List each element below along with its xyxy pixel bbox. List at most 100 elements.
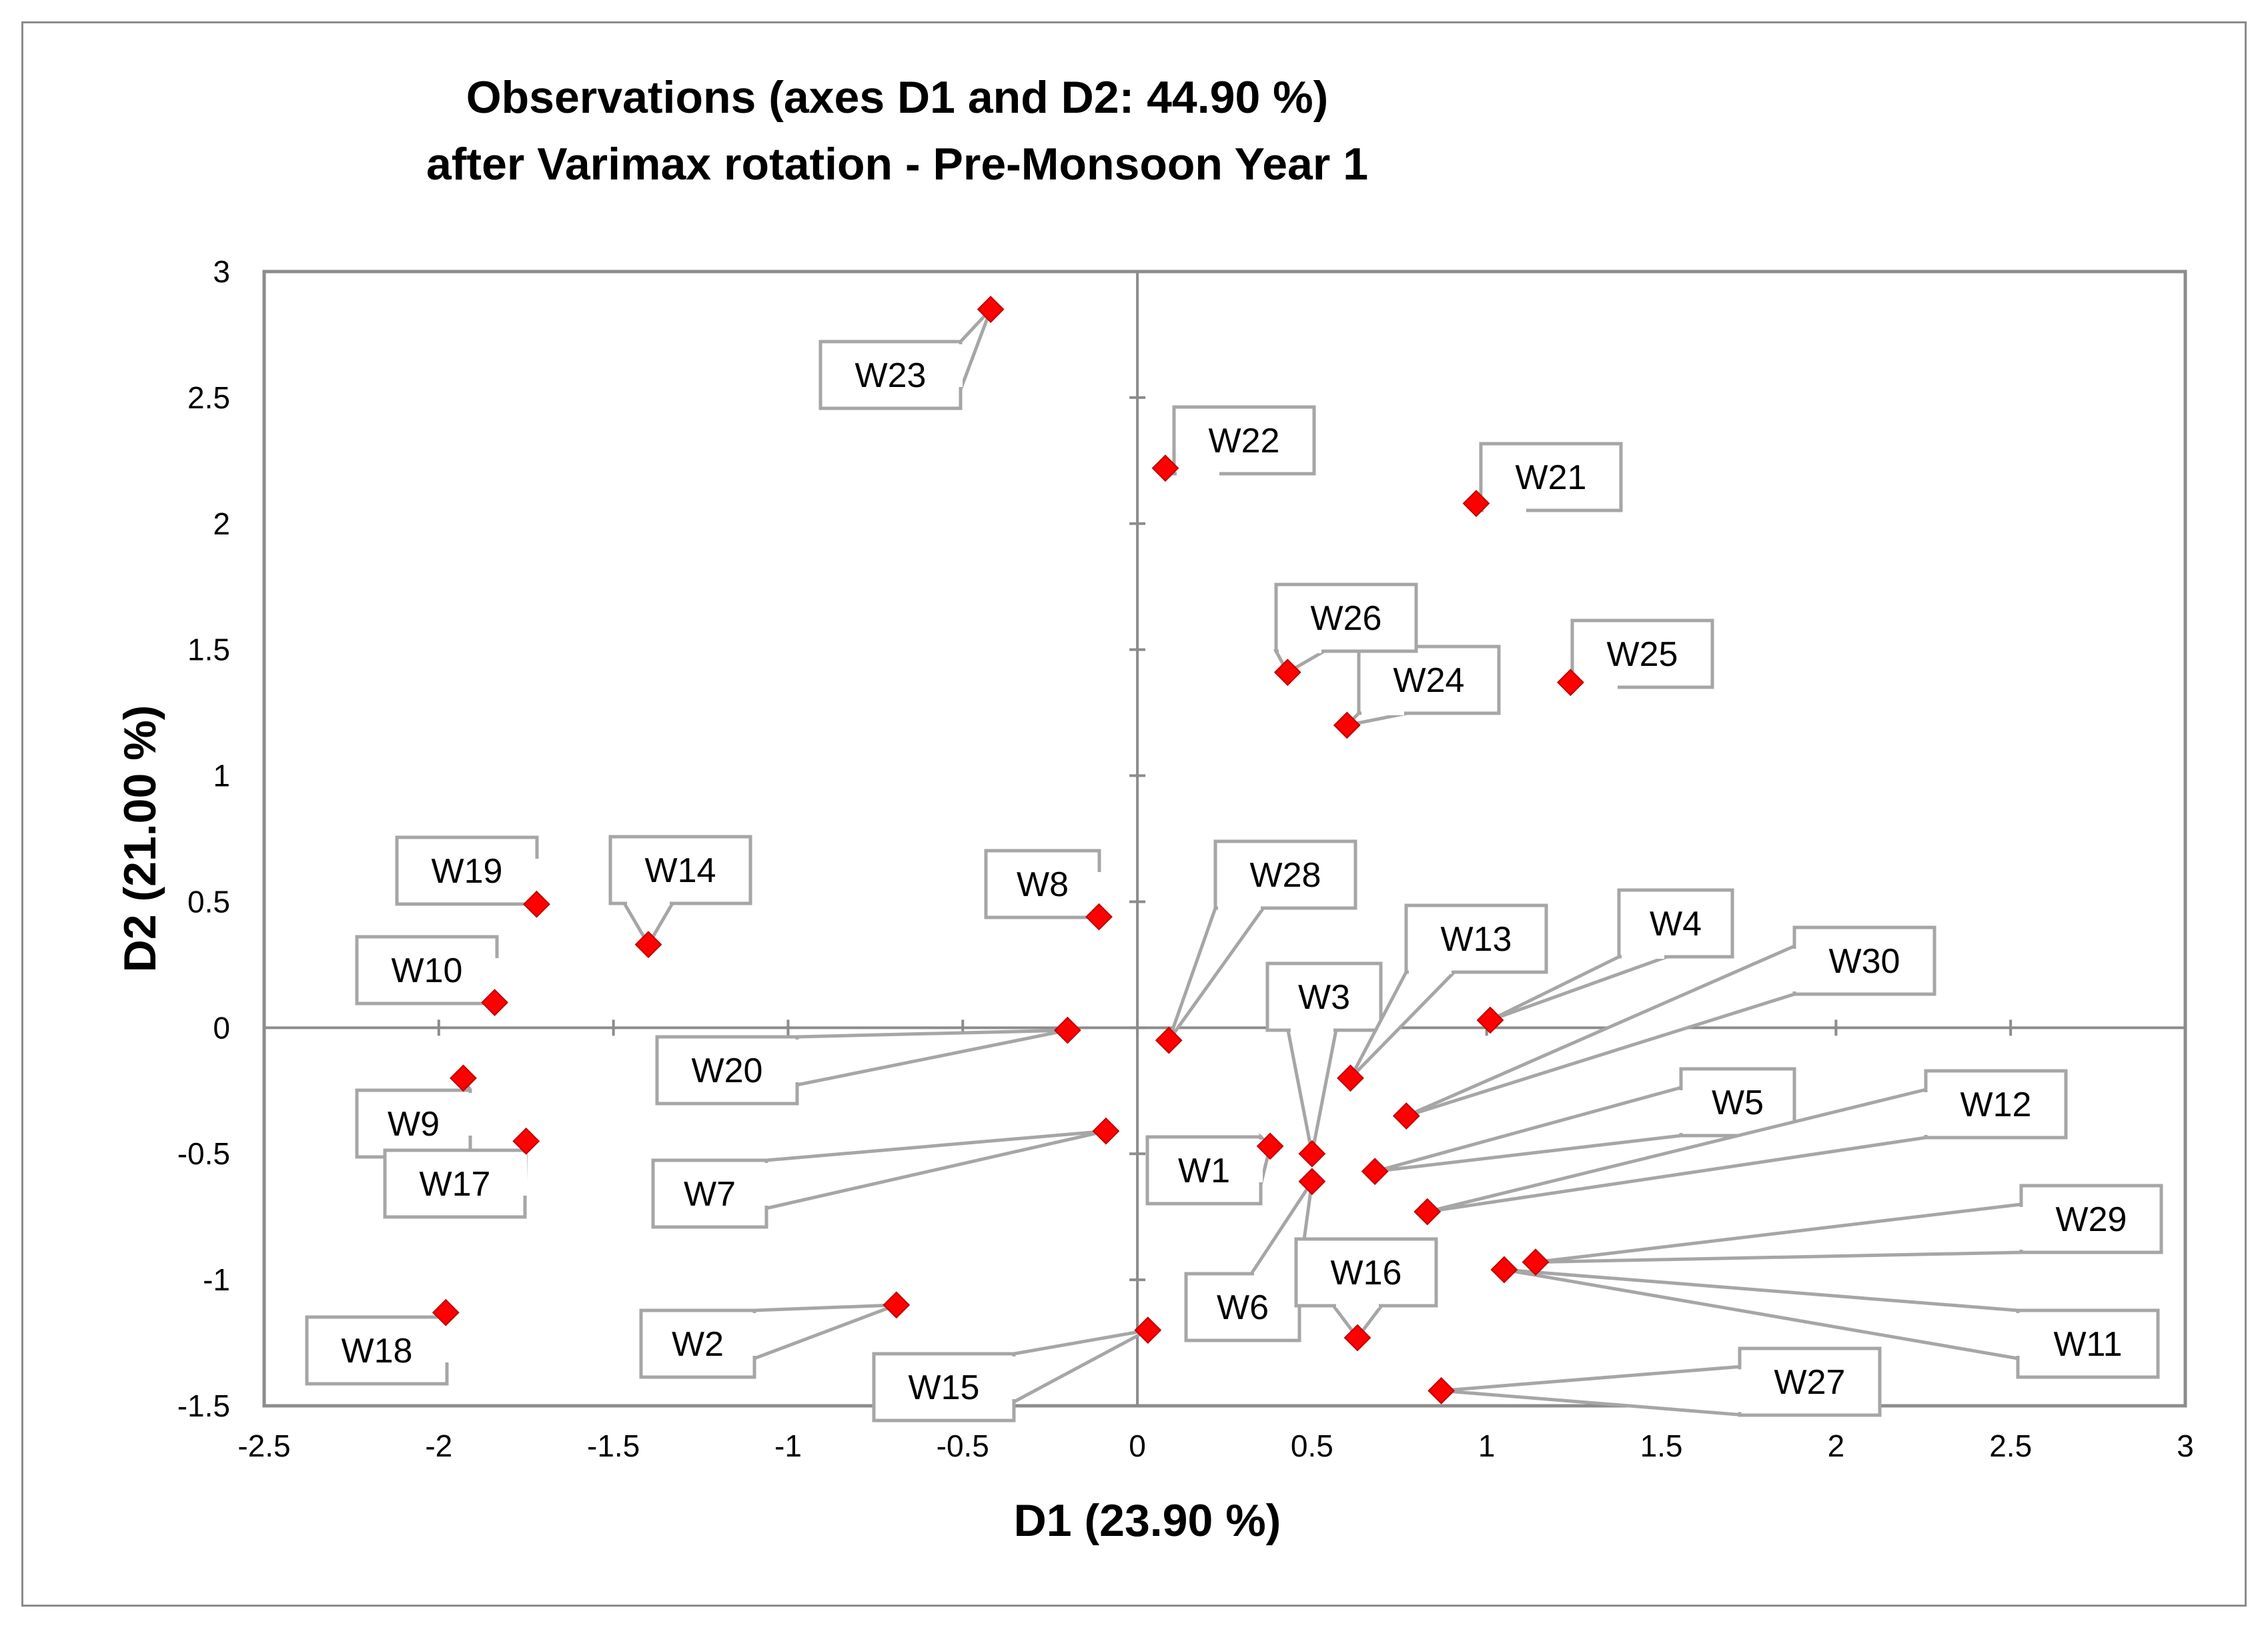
x-tick-label: 3 xyxy=(2177,1429,2194,1463)
data-point-marker[interactable] xyxy=(1155,1026,1183,1054)
data-point-marker[interactable] xyxy=(977,296,1005,324)
scatter-chart: Observations (axes D1 and D2: 44.90 %) a… xyxy=(115,72,2194,1546)
label-box xyxy=(1274,582,1418,653)
chart-frame: Observations (axes D1 and D2: 44.90 %) a… xyxy=(21,21,2247,1607)
y-tick-label: 2 xyxy=(213,506,230,541)
data-point-marker[interactable] xyxy=(1273,659,1301,687)
label-seam xyxy=(1290,1028,1333,1032)
label-seam xyxy=(752,1313,756,1356)
y-axis-title: D2 (21.00 %) xyxy=(115,705,165,973)
label-box xyxy=(1570,619,1714,689)
data-point-marker[interactable] xyxy=(1490,1256,1518,1284)
y-tick-label: -1.5 xyxy=(177,1388,230,1423)
point-label: W8 xyxy=(1017,865,1069,904)
data-point-marker[interactable] xyxy=(1298,1140,1326,1168)
data-point-marker[interactable] xyxy=(481,989,509,1016)
point-label: W13 xyxy=(1441,920,1512,959)
data-point-marker[interactable] xyxy=(1256,1132,1284,1160)
label-box xyxy=(1404,903,1548,974)
data-point-marker[interactable] xyxy=(523,890,550,918)
point-label: W19 xyxy=(432,852,503,891)
data-point-marker[interactable] xyxy=(1413,1198,1442,1226)
label-seam xyxy=(535,859,539,901)
x-tick-label: -0.5 xyxy=(937,1429,989,1463)
data-point-marker[interactable] xyxy=(1337,1064,1364,1092)
point-label: W28 xyxy=(1250,856,1321,895)
data-point-marker[interactable] xyxy=(1134,1316,1162,1344)
y-tick-label: -0.5 xyxy=(177,1136,230,1171)
x-tick-label: 1.5 xyxy=(1640,1429,1683,1463)
point-label: W24 xyxy=(1393,661,1465,700)
label-box xyxy=(1172,405,1316,476)
data-point-marker[interactable] xyxy=(634,931,662,959)
label-seam xyxy=(627,901,670,905)
label-seam xyxy=(1097,872,1101,915)
data-point-marker[interactable] xyxy=(1556,669,1584,697)
label-box xyxy=(1213,839,1357,910)
x-tick-label: 2 xyxy=(1828,1429,1845,1463)
x-tick-label: 0.5 xyxy=(1291,1429,1333,1463)
data-point-marker[interactable] xyxy=(1085,903,1113,931)
data-point-marker[interactable] xyxy=(883,1291,911,1319)
y-tick-label: 3 xyxy=(213,254,230,289)
point-label: W6 xyxy=(1217,1288,1269,1327)
label-box xyxy=(872,1352,1016,1422)
point-label: W30 xyxy=(1829,942,1900,981)
point-label: W9 xyxy=(388,1105,440,1144)
label-box xyxy=(639,1308,756,1379)
data-point-marker[interactable] xyxy=(1298,1168,1326,1196)
chart-subtitle: after Varimax rotation - Pre-Monsoon Yea… xyxy=(426,139,1368,189)
data-point-marker[interactable] xyxy=(450,1064,477,1092)
data-point-marker[interactable] xyxy=(1428,1376,1456,1404)
data-point-marker[interactable] xyxy=(512,1127,540,1155)
data-point-marker[interactable] xyxy=(1053,1016,1081,1044)
data-point-marker[interactable] xyxy=(432,1298,460,1326)
y-tick-label: 1.5 xyxy=(187,633,230,667)
label-seam xyxy=(2019,1207,2023,1250)
label-box xyxy=(1294,1237,1438,1308)
label-seam xyxy=(468,1093,472,1136)
label-seam xyxy=(764,1163,768,1206)
label-box xyxy=(1679,1067,1796,1138)
data-point-marker[interactable] xyxy=(1333,711,1361,739)
point-label: W2 xyxy=(672,1325,724,1364)
point-label: W3 xyxy=(1298,978,1350,1017)
y-tick-label: 0 xyxy=(213,1010,230,1045)
label-seam xyxy=(1177,472,1219,476)
label-seam xyxy=(1409,970,1452,974)
label-seam xyxy=(1259,1140,1263,1182)
x-tick-label: -1.5 xyxy=(587,1429,640,1463)
data-point-marker[interactable] xyxy=(1522,1248,1550,1276)
data-point-marker[interactable] xyxy=(1343,1324,1371,1352)
point-label: W16 xyxy=(1331,1254,1402,1292)
x-tick-label: 2.5 xyxy=(1989,1429,2032,1463)
data-point-marker[interactable] xyxy=(1361,1158,1389,1186)
point-label: W29 xyxy=(2056,1200,2127,1239)
point-label: W4 xyxy=(1650,905,1702,943)
point-label: W25 xyxy=(1607,635,1678,674)
chart-title: Observations (axes D1 and D2: 44.90 %) xyxy=(466,72,1329,123)
point-label: W12 xyxy=(1960,1086,2032,1124)
label-seam xyxy=(523,1153,527,1196)
label-seam xyxy=(1218,906,1261,910)
point-label: W15 xyxy=(909,1368,980,1407)
point-label: W22 xyxy=(1209,422,1280,460)
data-point-marker[interactable] xyxy=(1462,490,1490,517)
point-label: W20 xyxy=(692,1052,763,1090)
label-seam xyxy=(495,958,499,1001)
data-point-marker[interactable] xyxy=(1092,1117,1120,1145)
point-label: W17 xyxy=(420,1165,491,1204)
label-seam xyxy=(1622,955,1664,959)
label-box xyxy=(984,849,1101,919)
label-seam xyxy=(1335,1304,1379,1308)
label-box xyxy=(608,835,752,905)
label-seam xyxy=(795,1040,799,1082)
point-label: W18 xyxy=(342,1332,413,1370)
point-label: W7 xyxy=(684,1175,736,1214)
data-point-marker[interactable] xyxy=(1392,1102,1420,1130)
label-seam xyxy=(1361,711,1404,715)
data-point-marker[interactable] xyxy=(1476,1006,1504,1034)
data-points xyxy=(432,296,1584,1404)
label-box xyxy=(395,835,539,906)
data-point-marker[interactable] xyxy=(1151,454,1179,482)
